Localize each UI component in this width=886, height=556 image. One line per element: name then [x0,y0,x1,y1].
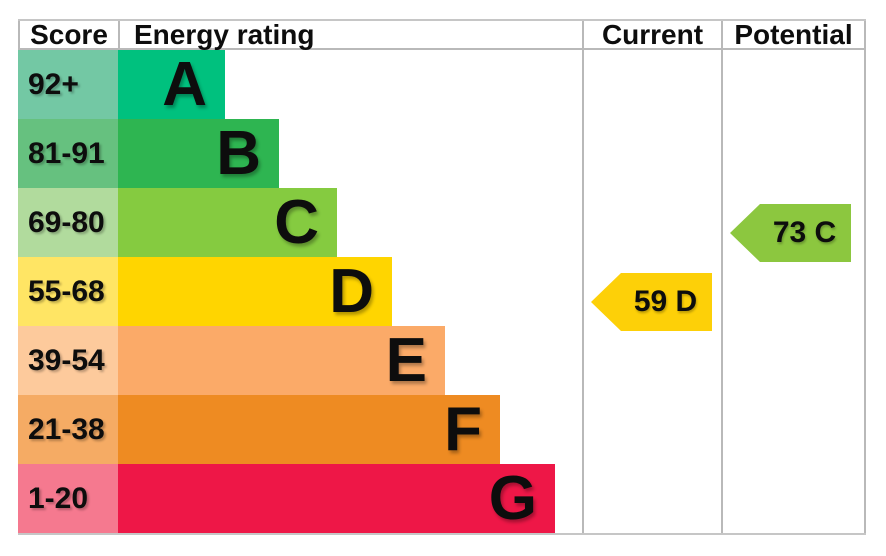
band-bar-d: D [118,257,392,326]
current-rating-label: 59 D [633,285,698,318]
band-letter-c: C [274,187,319,257]
score-range-a: 92+ [18,50,118,119]
band-letter-f: F [444,394,482,464]
band-row-e: 39-54 E [18,326,582,395]
score-range-e: 39-54 [18,326,118,395]
potential-rating-label: 73 C [772,216,837,249]
potential-rating-arrow: 73 C [730,204,851,262]
band-row-b: 81-91 B [18,119,582,188]
band-letter-b: B [216,118,261,188]
band-bar-c: C [118,188,337,257]
band-bar-e: E [118,326,445,395]
epc-table: Score Energy rating Current Potential 92… [18,19,866,535]
current-column-header: Current [582,21,721,49]
band-bar-a: A [118,50,225,119]
band-bar-f: F [118,395,500,464]
energy-rating-column-header: Energy rating [118,21,582,49]
score-range-g: 1-20 [18,464,118,533]
band-bar-b: B [118,119,279,188]
score-range-b: 81-91 [18,119,118,188]
current-column-left-border [582,50,584,533]
band-row-d: 55-68 D [18,257,582,326]
score-range-c: 69-80 [18,188,118,257]
score-range-d: 55-68 [18,257,118,326]
table-right-border [864,50,866,533]
band-row-c: 69-80 C [18,188,582,257]
score-range-f: 21-38 [18,395,118,464]
band-row-f: 21-38 F [18,395,582,464]
current-rating-arrow: 59 D [591,273,712,331]
band-row-g: 1-20 G [18,464,582,533]
band-letter-e: E [385,325,427,395]
score-column-header: Score [18,21,118,49]
header-row: Score Energy rating Current Potential [18,19,866,50]
potential-column-header: Potential [721,21,866,49]
band-letter-g: G [488,463,537,533]
potential-column-left-border [721,50,723,533]
band-letter-a: A [162,49,207,119]
band-row-a: 92+ A [18,50,582,119]
band-bar-g: G [118,464,555,533]
band-letter-d: D [329,256,374,326]
